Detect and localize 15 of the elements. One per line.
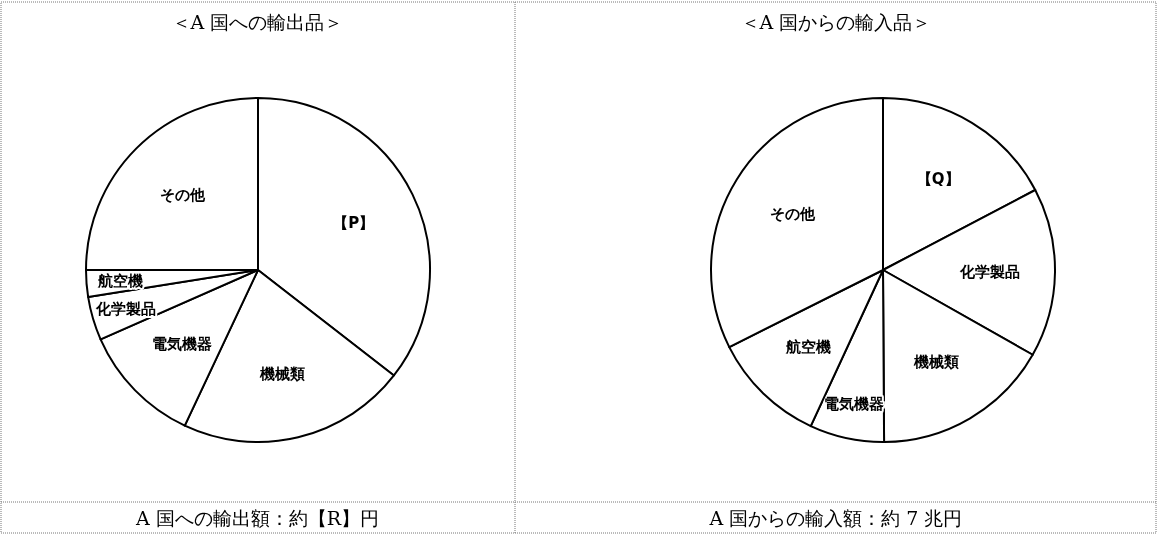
- slice-label: 航空機: [785, 337, 832, 356]
- slice-label: 機械類: [259, 364, 306, 383]
- slice-label: 航空機: [97, 271, 144, 290]
- text: A 国からの輸入額：約 7 兆円: [708, 507, 963, 529]
- chart-title: ＜A 国への輸出品＞: [171, 11, 344, 33]
- slice-label: その他: [769, 205, 816, 223]
- chart-title: ＜A 国からの輸入品＞: [740, 11, 932, 33]
- slice-label: 【P】: [333, 214, 375, 233]
- slice-label: その他: [160, 185, 207, 204]
- text: A 国への輸出額：約【R】円: [134, 507, 380, 529]
- slice-label: 化学製品: [958, 262, 1020, 281]
- slice-label: 【Q】: [916, 169, 960, 188]
- slice-label: 化学製品: [94, 299, 156, 318]
- slice-label: 電気機器: [151, 335, 212, 354]
- slice-label: 機械類: [913, 352, 960, 371]
